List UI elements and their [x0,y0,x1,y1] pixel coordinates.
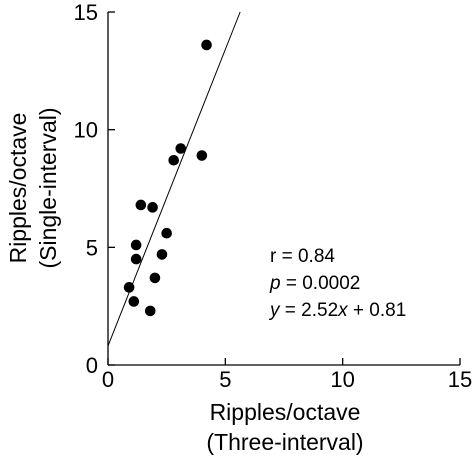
x-tick-label: 15 [448,367,472,392]
x-tick-label: 5 [219,367,231,392]
axis-ticks: 0 5 10 15 0 5 10 15 [74,0,473,392]
y-tick-label: 5 [86,235,98,260]
data-point [156,249,168,260]
data-point [201,39,212,51]
annotation-equation: y = 2.52x + 0.81 [268,300,406,321]
data-point [175,143,187,154]
regression-line [107,11,241,347]
x-axis-label-line1: Ripples/octave [210,399,361,425]
data-point [135,199,147,211]
data-point [144,305,156,317]
y-tick-label: 0 [86,353,98,378]
data-point [130,239,142,251]
data-point [161,227,172,239]
y-tick-label: 15 [74,0,98,25]
data-point [123,282,135,293]
data-point [147,202,158,213]
data-point [168,154,180,166]
y-axis-label-line1: Ripples/octave [5,113,31,264]
data-point [149,272,161,284]
y-tick-label: 10 [74,118,98,143]
y-axis-label-line2: (Single-interval) [35,107,61,268]
data-points [123,39,212,317]
annotation-p: p = 0.0002 [269,273,360,294]
regression-layer [107,11,241,347]
data-point [196,150,208,161]
data-point [130,253,142,265]
x-tick-label: 0 [102,367,114,392]
data-point [128,296,140,307]
x-axis-label-line2: (Three-interval) [206,429,363,455]
plot-frame [107,12,460,366]
x-tick-label: 10 [330,367,354,392]
annotation-r: r = 0.84 [270,246,335,267]
